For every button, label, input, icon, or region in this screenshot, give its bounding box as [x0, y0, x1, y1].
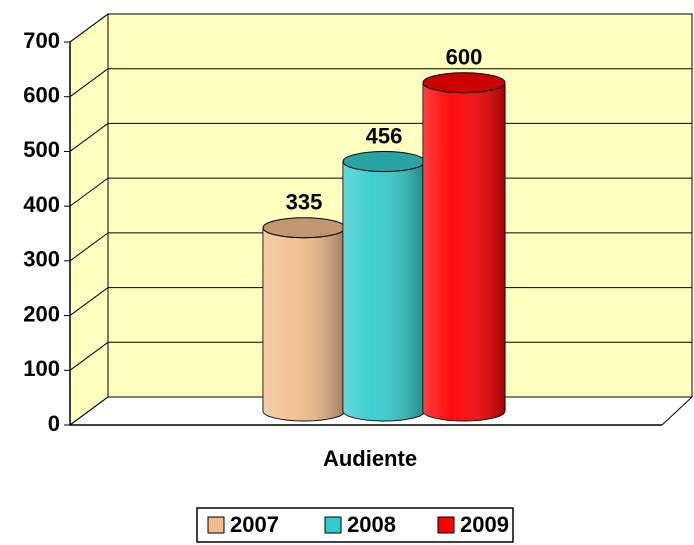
y-tick-label: 300 — [23, 247, 60, 272]
grid-line — [69, 341, 109, 371]
bars: 335 456 600 — [262, 45, 506, 422]
y-tick-label: 700 — [23, 28, 60, 53]
legend-label: 2007 — [230, 512, 279, 537]
bar-shade — [423, 82, 505, 421]
grid-line — [69, 13, 109, 43]
y-tick-label: 500 — [23, 137, 60, 162]
grid: 0 100 200 300 400 500 600 700 — [23, 13, 692, 436]
legend-swatch — [437, 516, 455, 534]
legend-swatch — [207, 516, 225, 534]
legend-entries: 2007 2008 2009 — [207, 512, 509, 537]
grid-line — [69, 232, 109, 262]
bar-top — [262, 217, 346, 239]
grid-line — [69, 123, 109, 152]
grid-line — [69, 396, 109, 426]
data-label: 600 — [446, 45, 483, 70]
grid-line — [69, 177, 109, 207]
grid-line — [69, 287, 109, 316]
y-tick-label: 200 — [23, 301, 60, 326]
y-tick-label: 400 — [23, 192, 60, 217]
data-label: 335 — [286, 190, 323, 215]
legend — [196, 507, 514, 543]
legend-swatch — [324, 516, 342, 534]
bar-shade — [263, 227, 345, 421]
bar-shade — [343, 161, 425, 421]
side-wall — [69, 13, 109, 426]
legend-label: 2008 — [347, 512, 396, 537]
x-category-label: Audiente — [323, 446, 417, 471]
y-tick-label: 100 — [23, 356, 60, 381]
grid-line — [69, 68, 109, 98]
legend-label: 2009 — [460, 512, 509, 537]
y-tick-label: 600 — [23, 83, 60, 108]
y-tick-label: 0 — [48, 411, 60, 436]
data-label: 456 — [366, 123, 403, 148]
bar-top — [422, 72, 506, 94]
bar-top — [342, 151, 426, 173]
